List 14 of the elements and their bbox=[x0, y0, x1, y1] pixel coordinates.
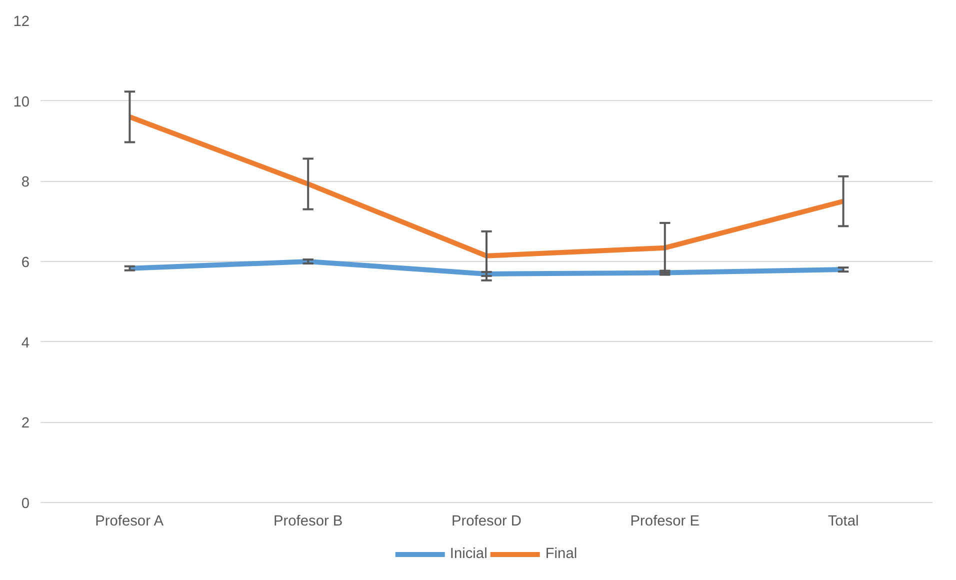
y-tick-label: 2 bbox=[21, 416, 30, 432]
y-tick-label: 10 bbox=[13, 94, 30, 110]
legend-label: Inicial bbox=[450, 546, 488, 562]
x-tick-label: Profesor D bbox=[451, 514, 522, 530]
x-tick-label: Total bbox=[828, 514, 859, 530]
legend-label: Final bbox=[545, 546, 578, 562]
y-tick-label: 4 bbox=[21, 335, 30, 352]
x-tick-label: Profesor E bbox=[630, 514, 700, 530]
y-tick-label: 8 bbox=[21, 174, 30, 191]
y-tick-label: 6 bbox=[21, 255, 30, 271]
y-tick-label: 12 bbox=[13, 14, 30, 30]
x-tick-label: Profesor B bbox=[273, 514, 343, 530]
y-tick-label: 0 bbox=[21, 496, 30, 512]
x-tick-label: Profesor A bbox=[95, 514, 164, 530]
